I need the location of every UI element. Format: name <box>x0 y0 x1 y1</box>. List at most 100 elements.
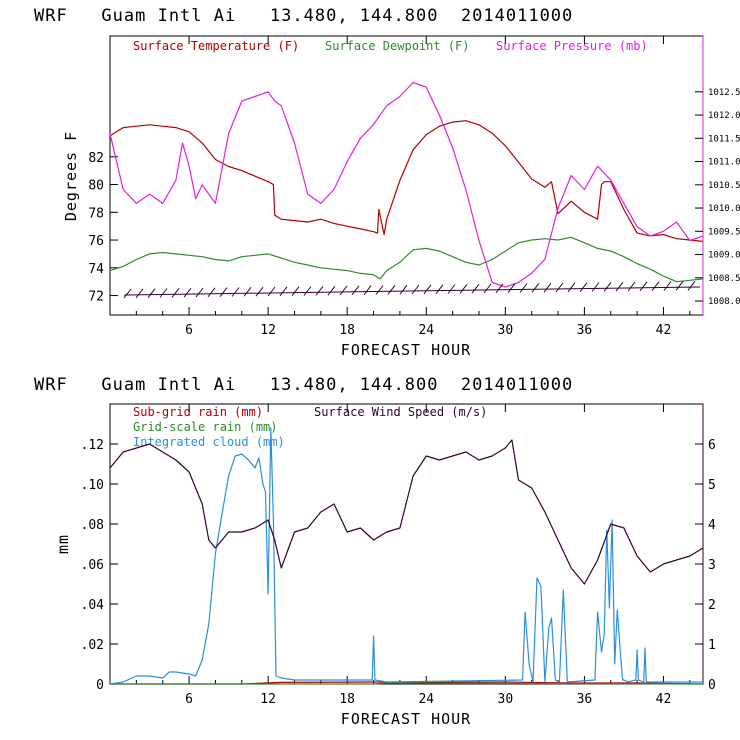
wind-barb <box>423 284 432 295</box>
top-panel-title: WRF Guam Intl Ai 13.480, 144.800 2014011… <box>34 6 573 26</box>
wind-barb <box>519 283 528 293</box>
wind-barb <box>147 288 156 298</box>
top-y2-tick-label: 1008.0 <box>708 297 740 307</box>
precipitation-panel: WRF Guam Intl Ai 13.480, 144.800 2014011… <box>34 375 716 728</box>
bottom-x-axis-label: FORECAST HOUR <box>341 710 471 728</box>
top-y2-tick-label: 1011.0 <box>708 158 740 168</box>
wind-barb <box>591 282 600 292</box>
bottom-x-tick-label: 30 <box>498 692 514 707</box>
bottom-x-tick-label: 24 <box>418 692 434 707</box>
wind-barb <box>639 281 648 292</box>
bottom-y2-tick-label: 6 <box>708 438 716 453</box>
bottom-series-layer <box>109 427 704 685</box>
bottom-y2-tick-label: 3 <box>708 558 716 573</box>
top-x-axis-label: FORECAST HOUR <box>341 341 471 359</box>
legend-surface-temperature: Surface Temperature (F) <box>133 39 299 53</box>
wind-barb <box>567 282 576 293</box>
wind-barb <box>651 281 660 291</box>
bottom-x-tick-label: 6 <box>185 692 193 707</box>
wind-barb <box>315 286 324 296</box>
top-y2-tick-label: 1010.5 <box>708 181 740 191</box>
top-x-tick-label: 18 <box>339 323 355 338</box>
wind-barb <box>171 288 180 298</box>
top-y2-tick-label: 1010.0 <box>708 204 740 214</box>
bottom-y-tick-label: .08 <box>81 518 104 533</box>
wind-barb <box>135 288 144 299</box>
wind-barb <box>195 287 204 298</box>
bottom-y2-tick-label: 2 <box>708 598 716 613</box>
bottom-x-tick-label: 18 <box>339 692 355 707</box>
top-x-tick-label: 36 <box>577 323 593 338</box>
top-y-tick-label: 80 <box>88 179 104 194</box>
wind-barb <box>675 281 684 291</box>
wind-barb <box>351 285 360 296</box>
grid-scale-rain-line <box>110 682 704 685</box>
wind-barb <box>447 284 456 294</box>
wind-barb <box>543 282 552 293</box>
wind-barb <box>255 286 264 297</box>
wind-barb <box>483 283 492 294</box>
top-x-tick-label: 12 <box>260 323 276 338</box>
bottom-y2-tick-label: 5 <box>708 478 716 493</box>
wind-barb <box>375 285 384 295</box>
wind-barb <box>531 283 540 293</box>
wind-barbs-row <box>123 280 701 299</box>
wind-barb <box>279 286 288 297</box>
wind-barb <box>123 288 132 299</box>
surface-pressure-line <box>109 81 704 288</box>
wind-barb <box>207 287 216 298</box>
top-series-layer <box>109 81 704 288</box>
legend-gridscale-rain: Grid-scale rain (mm) <box>133 420 278 434</box>
legend-surface-dewpoint: Surface Dewpoint (F) <box>325 39 470 53</box>
wind-barb <box>687 280 696 291</box>
wind-barb <box>627 281 636 292</box>
wind-barb <box>399 284 408 295</box>
legend-integrated-cloud: Integrated cloud (mm) <box>133 435 285 449</box>
wind-barb <box>579 282 588 292</box>
legend-surface-wind-speed: Surface Wind Speed (m/s) <box>314 405 487 419</box>
bottom-x-tick-label: 42 <box>656 692 672 707</box>
bottom-y2-tick-label: 0 <box>708 678 716 693</box>
wind-barb <box>219 287 228 297</box>
bottom-y-tick-label: .04 <box>81 598 105 613</box>
bottom-panel-title: WRF Guam Intl Ai 13.480, 144.800 2014011… <box>34 375 573 395</box>
surface-temperature-line <box>109 120 704 242</box>
wind-barb <box>507 283 516 293</box>
legend-subgrid-rain: Sub-grid rain (mm) <box>133 405 263 419</box>
bottom-y-axis-label: mm <box>54 534 72 554</box>
bottom-y-tick-label: .12 <box>81 438 104 453</box>
wind-barb <box>459 284 468 294</box>
top-x-tick-label: 42 <box>656 323 672 338</box>
wind-barb <box>183 287 192 298</box>
top-x-tick-label: 30 <box>498 323 514 338</box>
wind-barb <box>339 285 348 296</box>
wind-barb <box>363 285 372 295</box>
top-y2-tick-label: 1012.0 <box>708 111 740 121</box>
bottom-y-tick-label: .10 <box>81 478 104 493</box>
bottom-x-tick-label: 12 <box>260 692 276 707</box>
wind-barb <box>495 283 504 294</box>
surface-wind-speed-line <box>109 439 704 585</box>
bottom-y-tick-label: .06 <box>81 558 104 573</box>
wind-barb <box>555 282 564 293</box>
temperature-panel: WRF Guam Intl Ai 13.480, 144.800 2014011… <box>34 6 740 359</box>
top-y-tick-label: 76 <box>88 234 104 249</box>
top-y2-tick-label: 1008.5 <box>708 274 740 284</box>
bottom-y2-tick-label: 1 <box>708 638 716 653</box>
surface-dewpoint-line <box>109 236 704 283</box>
top-y2-tick-label: 1011.5 <box>708 134 740 144</box>
integrated-cloud-line <box>109 427 703 685</box>
top-y2-tick-label: 1009.0 <box>708 251 740 261</box>
top-y2-tick-label: 1009.5 <box>708 227 740 237</box>
wind-barb-baseline <box>123 286 701 296</box>
wind-barb <box>159 288 168 298</box>
wind-barb <box>291 286 300 296</box>
bottom-y2-tick-label: 4 <box>708 518 716 533</box>
top-y-tick-label: 74 <box>88 262 104 277</box>
top-axis-ticks: 6 12 18 24 30 36 42 72 74 76 78 80 82 1008.0 1008.5 100… <box>88 36 740 338</box>
wind-barb <box>267 286 276 297</box>
bottom-legend: Sub-grid rain (mm) Grid-scale rain (mm) … <box>133 405 487 449</box>
bottom-x-tick-label: 36 <box>577 692 593 707</box>
